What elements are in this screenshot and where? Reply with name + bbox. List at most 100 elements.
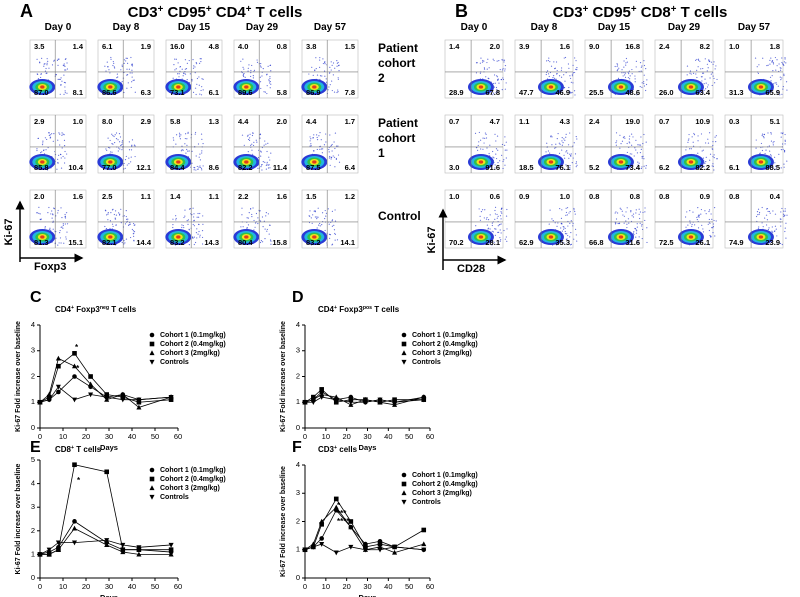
event-dot (685, 226, 687, 228)
event-dot (131, 228, 133, 231)
quadrant-percent: 8.6 (209, 163, 219, 172)
event-dot (691, 223, 693, 226)
event-dot (784, 208, 786, 210)
event-dot (270, 240, 272, 242)
quadrant-percent: 12.1 (136, 163, 151, 172)
event-dot (494, 164, 496, 166)
event-dot (555, 143, 557, 145)
event-dot (133, 232, 135, 234)
data-point (136, 397, 142, 403)
event-dot (36, 149, 38, 152)
quadrant-percent: 72.5 (659, 238, 674, 247)
event-dot (624, 74, 626, 76)
event-dot (639, 62, 642, 64)
quadrant-percent: 0.4 (770, 192, 781, 201)
data-point (72, 462, 77, 468)
event-dot (786, 160, 788, 162)
x-tick-label: 30 (105, 582, 113, 591)
event-dot (312, 136, 314, 139)
event-dot (261, 169, 263, 171)
event-dot (699, 60, 701, 62)
data-point (55, 355, 61, 361)
event-dot (545, 73, 547, 76)
event-dot (124, 223, 127, 225)
event-dot (499, 240, 501, 242)
y-tick-label: 2 (31, 526, 35, 535)
quadrant-percent: 14.3 (204, 238, 219, 247)
event-dot (712, 227, 714, 229)
event-dot (626, 223, 628, 225)
event-dot (636, 223, 638, 225)
density-contour (478, 85, 484, 89)
event-dot (478, 131, 480, 134)
event-dot (331, 244, 333, 246)
quadrant-percent: 63.4 (695, 88, 710, 97)
event-dot (328, 148, 330, 151)
event-dot (181, 68, 183, 70)
superscript: + (206, 4, 212, 15)
event-dot (318, 224, 320, 226)
event-dot (252, 207, 254, 209)
data-point (168, 547, 174, 552)
density-contour (478, 235, 484, 239)
event-dot (772, 231, 774, 233)
data-point (310, 544, 316, 550)
event-dot (262, 225, 264, 228)
event-dot (697, 152, 699, 154)
event-dot (755, 215, 758, 218)
event-dot (639, 144, 642, 146)
event-dot (614, 212, 616, 214)
quadrant-percent: 28.1 (485, 238, 500, 247)
event-dot (255, 212, 258, 215)
event-dot (761, 206, 763, 209)
x-tick-label: 40 (128, 582, 136, 591)
event-dot (260, 66, 262, 68)
event-dot (185, 152, 187, 154)
quadrant-percent: 6.4 (345, 163, 356, 172)
title: CD4+ Foxp3pos T cells (318, 305, 400, 314)
event-dot (261, 216, 264, 218)
event-dot (186, 220, 188, 222)
event-dot (193, 216, 195, 218)
legend-label: Cohort 1 (0.1mg/kg) (160, 332, 226, 339)
event-dot (266, 163, 268, 165)
event-dot (241, 214, 243, 216)
event-dot (570, 243, 573, 245)
event-dot (132, 230, 135, 232)
event-dot (328, 223, 330, 225)
event-dot (253, 141, 255, 143)
legend-marker (401, 350, 407, 356)
event-dot (257, 156, 260, 159)
event-dot (109, 220, 112, 222)
data-point (302, 400, 308, 406)
event-dot (172, 137, 174, 139)
event-dot (555, 78, 557, 80)
event-dot (775, 69, 777, 71)
quadrant-percent: 1.5 (345, 42, 355, 51)
event-dot (500, 208, 502, 210)
event-dot (187, 219, 190, 221)
event-dot (50, 229, 52, 231)
title-part: Foxp3 (337, 305, 363, 314)
event-dot (177, 62, 179, 64)
title-part: CD3 (318, 445, 335, 454)
event-dot (713, 157, 715, 159)
event-dot (319, 75, 322, 77)
event-dot (66, 153, 68, 155)
event-dot (629, 75, 631, 77)
event-dot (504, 238, 506, 240)
event-dot (773, 230, 776, 232)
event-dot (202, 89, 204, 91)
quadrant-percent: 0.7 (449, 117, 459, 126)
event-dot (59, 231, 61, 234)
event-dot (776, 83, 778, 85)
event-dot (125, 155, 127, 158)
quadrant-percent: 86.6 (102, 88, 117, 97)
event-dot (761, 222, 763, 224)
legend-label: Cohort 1 (0.1mg/kg) (412, 472, 478, 479)
event-dot (131, 76, 133, 78)
quadrant-percent: 6.1 (102, 42, 112, 51)
event-dot (616, 140, 618, 142)
panel-label: C (30, 289, 42, 306)
event-dot (576, 164, 578, 166)
